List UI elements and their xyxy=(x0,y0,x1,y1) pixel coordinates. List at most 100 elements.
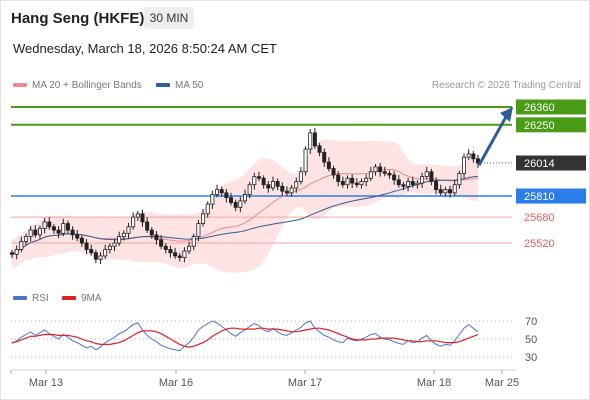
candle xyxy=(401,181,406,191)
candle-body xyxy=(340,181,345,186)
candle-body xyxy=(61,223,66,234)
timeframe-button[interactable]: 30 MIN xyxy=(144,7,194,29)
candle xyxy=(19,236,24,253)
candle-body xyxy=(275,181,280,187)
candle xyxy=(382,166,387,177)
legend-rsi-label: RSI xyxy=(32,293,49,304)
candle xyxy=(284,186,289,196)
candle xyxy=(79,235,84,247)
candle-body xyxy=(93,252,98,260)
candle xyxy=(84,239,89,255)
candle-body xyxy=(89,249,94,254)
candle-body xyxy=(19,240,24,250)
candle xyxy=(182,247,187,263)
candle-body xyxy=(75,234,80,239)
bollinger-band-area xyxy=(12,139,478,273)
candle xyxy=(429,168,434,186)
candle-body xyxy=(154,234,159,241)
candle-body xyxy=(84,242,89,250)
candle-body xyxy=(317,145,322,153)
candle-body xyxy=(196,223,201,237)
candle-body xyxy=(56,229,61,234)
candle-body xyxy=(191,236,196,247)
ma50-swatch xyxy=(156,83,170,88)
candle xyxy=(117,231,122,246)
candle xyxy=(47,217,52,230)
candle xyxy=(173,247,178,259)
candle-body xyxy=(326,161,331,169)
candle xyxy=(14,245,19,260)
candle-body xyxy=(9,252,14,255)
candle-body xyxy=(387,172,392,176)
candle-body xyxy=(14,249,19,255)
candle-body xyxy=(410,181,415,186)
candle xyxy=(452,179,457,196)
candle-body xyxy=(107,245,112,250)
level-label-26250: 26250 xyxy=(524,120,555,132)
legend-bollinger-label: MA 20 + Bollinger Bands xyxy=(32,80,142,91)
candle xyxy=(475,154,480,168)
candle-body xyxy=(201,213,206,224)
candle-body xyxy=(345,177,350,186)
candle-body xyxy=(466,153,471,158)
candle-body xyxy=(424,171,429,178)
9ma-line xyxy=(11,327,479,348)
candle-body xyxy=(289,187,294,194)
ma50-line xyxy=(11,175,479,255)
candle xyxy=(154,231,159,245)
legend-bollinger: MA 20 + Bollinger Bands xyxy=(13,80,142,91)
candle xyxy=(340,176,345,188)
x-tick-label: Mar 25 xyxy=(485,377,519,389)
candle-body xyxy=(168,249,173,254)
rsi-tick-50: 50 xyxy=(525,334,537,346)
candle xyxy=(410,176,415,188)
candle-body xyxy=(471,153,476,160)
candle-body xyxy=(438,189,443,194)
candle xyxy=(23,233,28,246)
candle-body xyxy=(233,202,238,208)
candle xyxy=(42,218,47,234)
candle-body xyxy=(406,181,411,187)
candle-body xyxy=(140,213,145,223)
candle xyxy=(121,230,126,241)
candle-body xyxy=(42,221,47,229)
candle xyxy=(392,171,397,185)
candle-body xyxy=(252,176,257,186)
candle-body xyxy=(28,229,33,237)
candle xyxy=(471,151,476,163)
candle-body xyxy=(284,190,289,194)
timestamp: Wednesday, March 18, 2026 8:50:24 AM CET xyxy=(13,41,277,56)
candle-body xyxy=(261,177,266,186)
candle-body xyxy=(350,177,355,184)
candle xyxy=(224,188,229,203)
candle-body xyxy=(420,176,425,184)
candle-body xyxy=(401,184,406,187)
candle xyxy=(233,199,238,212)
candle xyxy=(98,252,103,265)
candle-body xyxy=(266,184,271,189)
candle-body xyxy=(462,156,467,174)
candle-body xyxy=(242,194,247,202)
candle-body xyxy=(187,245,192,252)
candle xyxy=(312,128,317,149)
candle-body xyxy=(117,236,122,244)
candle xyxy=(443,186,448,197)
candle xyxy=(415,180,420,189)
candle-body xyxy=(415,182,420,186)
x-tick-label: Mar 17 xyxy=(288,377,322,389)
candle-body xyxy=(475,158,480,164)
level-label-bg-25810 xyxy=(516,188,586,204)
candle xyxy=(261,175,266,189)
candle-body xyxy=(270,181,275,189)
candle-body xyxy=(23,236,28,242)
candle xyxy=(229,192,234,206)
candle xyxy=(177,253,182,262)
level-label-bg-26014 xyxy=(516,155,586,171)
candle xyxy=(33,225,38,238)
legend-rsi: RSI xyxy=(13,293,49,304)
level-label-bg-26360 xyxy=(516,99,586,115)
candle xyxy=(126,222,131,239)
candle xyxy=(420,172,425,188)
candle xyxy=(331,165,336,179)
